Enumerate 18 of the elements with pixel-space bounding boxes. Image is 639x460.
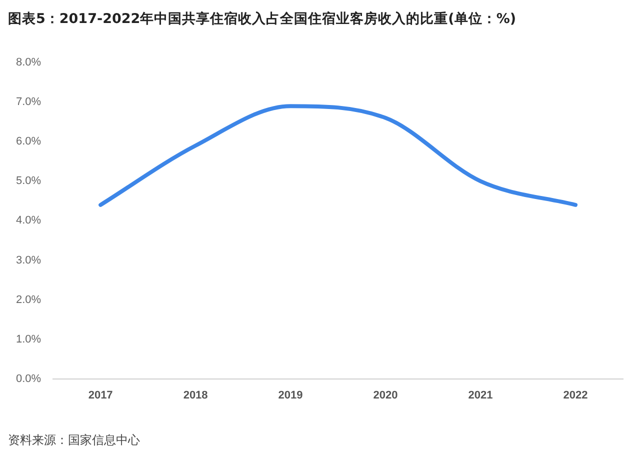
y-tick-label: 0.0% xyxy=(16,372,42,385)
x-tick-label: 2020 xyxy=(373,389,398,402)
y-tick-label: 1.0% xyxy=(16,333,42,346)
x-tick-label: 2018 xyxy=(183,389,208,402)
y-tick-label: 4.0% xyxy=(16,214,42,227)
y-tick-label: 3.0% xyxy=(16,254,42,266)
x-tick-label: 2022 xyxy=(563,389,588,402)
x-tick-label: 2019 xyxy=(278,389,303,402)
text: 资料来源：国家信息中心 xyxy=(8,433,140,447)
line-series xyxy=(98,104,578,207)
chart-title: 图表5：2017-2022年中国共享住宿收入占全国住宿业客房收入的比重(单位：%) xyxy=(8,10,516,28)
x-tick-label: 2021 xyxy=(468,389,493,402)
y-tick-label: 2.0% xyxy=(16,294,42,306)
x-tick-label: 2017 xyxy=(88,389,113,402)
y-tick-label: 7.0% xyxy=(16,96,42,108)
y-tick-label: 8.0% xyxy=(16,56,42,69)
y-tick-label: 6.0% xyxy=(16,136,42,148)
y-tick-label: 5.0% xyxy=(16,175,42,188)
